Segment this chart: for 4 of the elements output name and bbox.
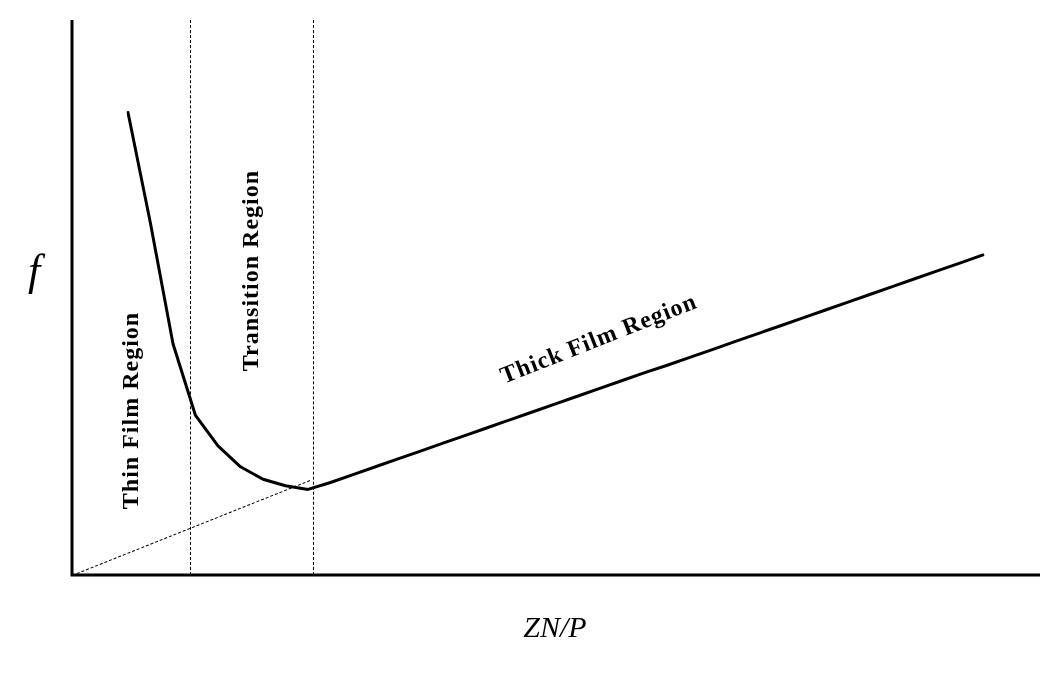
annotation: Thick Film Region: [495, 287, 701, 389]
annotation: Thin Film Region: [116, 311, 144, 509]
x-axis-title: ZN/P: [522, 610, 588, 644]
annotation: Transition Region: [236, 169, 264, 371]
